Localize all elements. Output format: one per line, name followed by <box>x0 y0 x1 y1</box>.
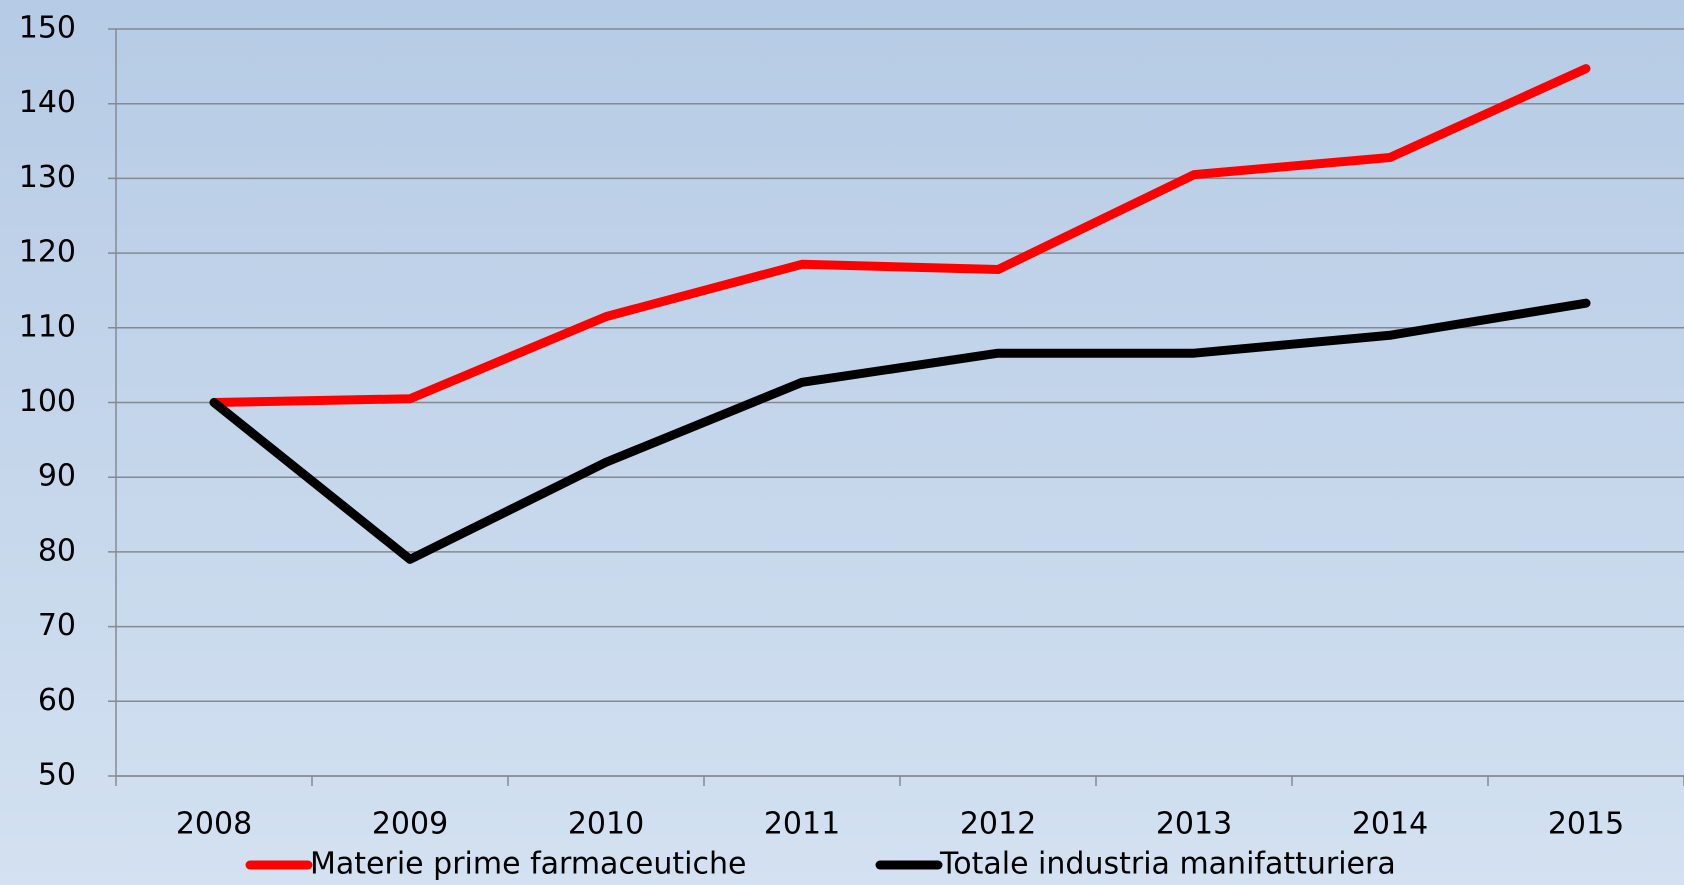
y-tick-label: 140 <box>19 85 76 120</box>
y-tick-label: 90 <box>38 459 76 494</box>
y-tick-label: 60 <box>38 683 76 718</box>
legend-label: Materie prime farmaceutiche <box>310 847 746 882</box>
y-tick-label: 80 <box>38 533 76 568</box>
y-tick-label: 70 <box>38 608 76 643</box>
x-tick-label: 2011 <box>764 807 840 842</box>
y-tick-label: 50 <box>38 758 76 793</box>
y-tick-label: 120 <box>19 235 76 270</box>
y-tick-label: 150 <box>19 11 76 46</box>
series-line <box>209 298 1591 564</box>
x-tick-label: 2010 <box>568 807 644 842</box>
x-tick-label: 2015 <box>1548 807 1624 842</box>
series-line <box>209 64 1591 407</box>
x-tick-label: 2009 <box>372 807 448 842</box>
x-tick-label: 2013 <box>1156 807 1232 842</box>
x-tick-label: 2012 <box>960 807 1036 842</box>
y-tick-label: 100 <box>19 384 76 419</box>
y-tick-label: 130 <box>19 160 76 195</box>
x-tick-label: 2014 <box>1352 807 1428 842</box>
x-tick-label: 2008 <box>176 807 252 842</box>
y-tick-label: 110 <box>19 309 76 344</box>
legend-label: Totale industria manifatturiera <box>939 847 1396 882</box>
